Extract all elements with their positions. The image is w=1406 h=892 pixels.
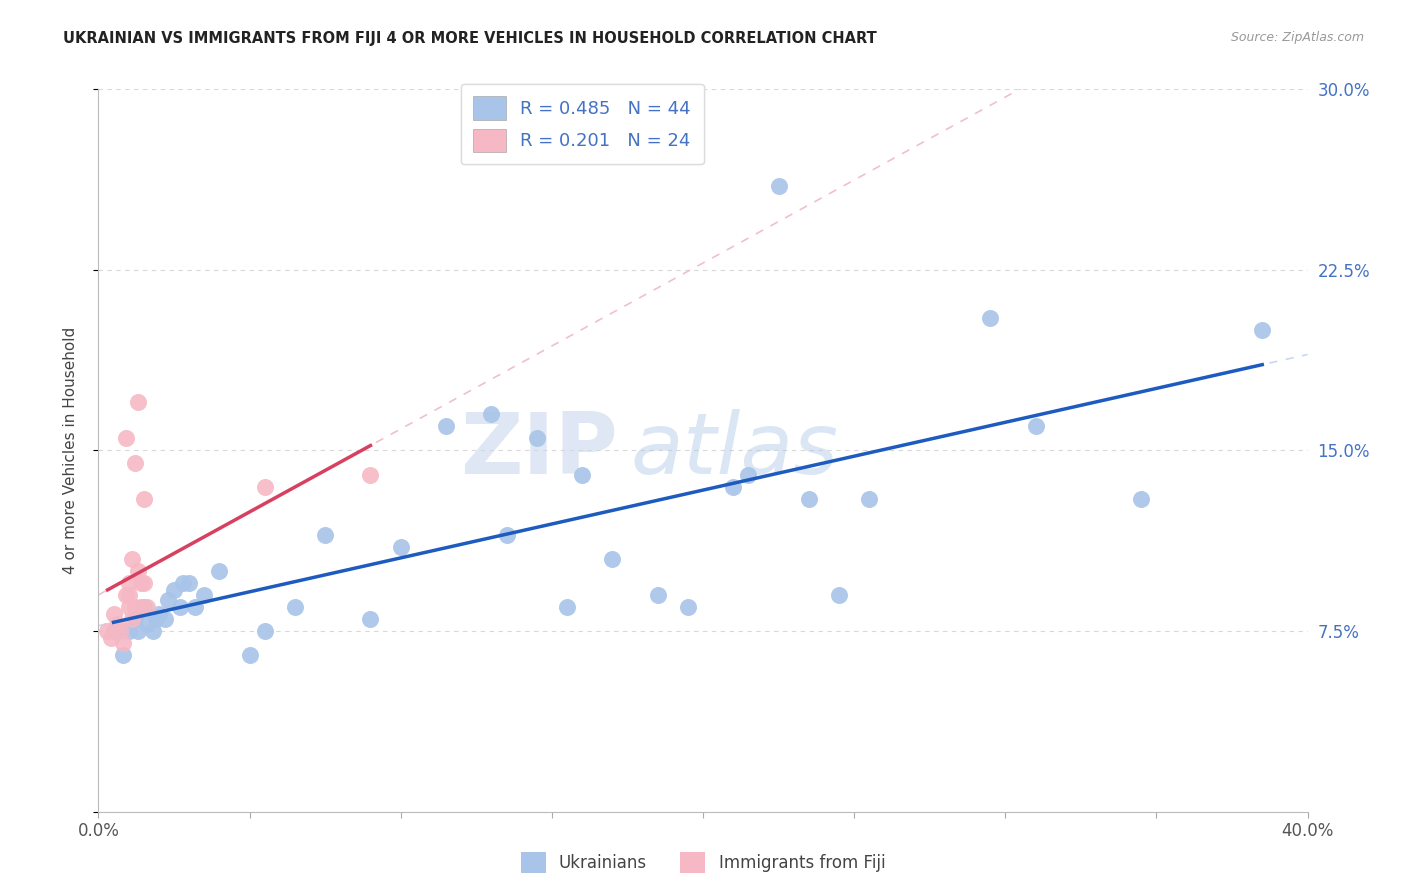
Point (193, 588, 215, 602)
Point (360, 612, 382, 626)
Point (132, 491, 155, 506)
Point (314, 527, 336, 541)
Point (121, 551, 143, 566)
Point (124, 455, 146, 469)
Point (360, 467, 382, 482)
Point (828, 588, 851, 602)
Point (111, 636, 134, 650)
Text: UKRAINIAN VS IMMIGRANTS FROM FIJI 4 OR MORE VEHICLES IN HOUSEHOLD CORRELATION CH: UKRAINIAN VS IMMIGRANTS FROM FIJI 4 OR M… (63, 31, 877, 46)
Point (526, 431, 548, 445)
Point (127, 395, 149, 409)
Point (127, 624, 149, 639)
Point (118, 576, 141, 591)
Point (1130, 491, 1153, 506)
Point (145, 612, 167, 626)
Point (495, 527, 517, 541)
Point (184, 599, 207, 614)
Point (768, 178, 790, 193)
Legend: Ukrainians, Immigrants from Fiji: Ukrainians, Immigrants from Fiji (515, 846, 891, 880)
Point (103, 624, 125, 639)
Point (481, 407, 503, 421)
Point (676, 599, 699, 614)
Point (124, 599, 146, 614)
Point (737, 467, 759, 482)
Point (111, 648, 134, 662)
Point (253, 480, 276, 494)
Point (647, 588, 669, 602)
Point (96, 624, 118, 639)
Point (132, 576, 155, 591)
Text: Source: ZipAtlas.com: Source: ZipAtlas.com (1230, 31, 1364, 45)
Point (103, 607, 125, 622)
Point (723, 480, 745, 494)
Point (434, 419, 457, 434)
Point (127, 564, 149, 578)
Point (129, 599, 152, 614)
Point (132, 599, 155, 614)
Point (114, 588, 136, 602)
Point (1024, 419, 1046, 434)
Point (858, 491, 880, 506)
Point (239, 648, 262, 662)
Point (135, 616, 157, 631)
Point (148, 607, 170, 622)
Point (163, 583, 186, 598)
Point (124, 612, 146, 626)
Y-axis label: 4 or more Vehicles in Household: 4 or more Vehicles in Household (63, 326, 77, 574)
Point (571, 467, 593, 482)
Point (979, 310, 1001, 325)
Point (108, 624, 131, 639)
Point (100, 632, 122, 646)
Point (153, 612, 176, 626)
Point (105, 616, 128, 631)
Point (208, 564, 231, 578)
Point (389, 540, 412, 554)
Point (118, 599, 141, 614)
Text: ZIP: ZIP (461, 409, 619, 492)
Point (253, 624, 276, 639)
Point (118, 588, 141, 602)
Point (118, 624, 141, 639)
Point (284, 599, 307, 614)
Point (555, 599, 578, 614)
Point (1251, 323, 1274, 337)
Point (179, 576, 201, 591)
Point (797, 491, 820, 506)
Text: atlas: atlas (630, 409, 838, 492)
Point (135, 599, 157, 614)
Point (114, 431, 136, 445)
Point (129, 576, 152, 591)
Point (142, 624, 165, 639)
Point (156, 592, 179, 607)
Point (169, 599, 191, 614)
Point (602, 551, 624, 566)
Point (172, 576, 194, 591)
Point (121, 612, 143, 626)
Legend: R = 0.485   N = 44, R = 0.201   N = 24: R = 0.485 N = 44, R = 0.201 N = 24 (461, 84, 703, 164)
